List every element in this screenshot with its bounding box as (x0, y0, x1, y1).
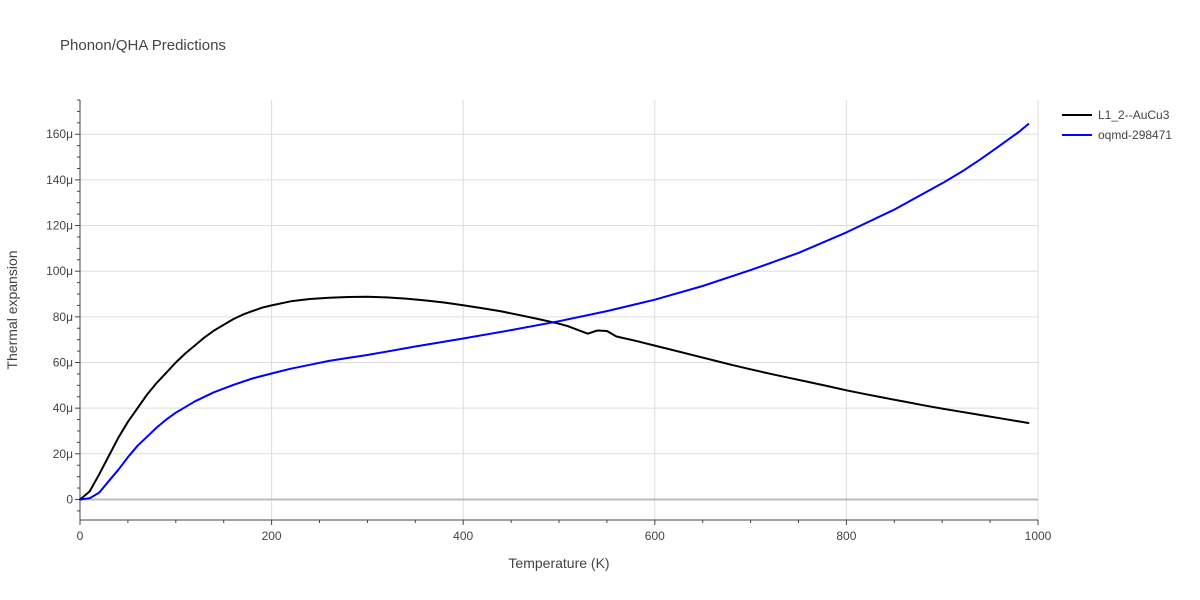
x-tick-label: 0 (77, 529, 84, 543)
tick-labels: 0 200 400 600 800 1000 0 20μ 40μ 60μ 80μ 100μ 120μ 14… (46, 127, 1052, 543)
series-line-0 (79, 295, 1030, 501)
y-tick-label: 60μ (53, 356, 73, 370)
grid (80, 100, 1039, 520)
series-line-1 (79, 123, 1030, 501)
x-tick-label: 600 (645, 529, 665, 543)
y-tick-label: 80μ (53, 310, 73, 324)
y-tick-label: 120μ (46, 219, 73, 233)
y-tick-label: 0 (66, 492, 73, 506)
axes (75, 99, 1039, 525)
legend-label: L1_2--AuCu3 (1098, 108, 1170, 122)
x-tick-label: 200 (262, 529, 282, 543)
x-axis-title: Temperature (K) (508, 555, 609, 571)
y-tick-label: 100μ (46, 264, 73, 278)
y-tick-label: 20μ (53, 447, 73, 461)
legend-item[interactable]: oqmd-298471 (1062, 128, 1172, 142)
y-tick-label: 160μ (46, 127, 73, 141)
chart-title: Phonon/QHA Predictions (60, 37, 226, 54)
x-tick-label: 800 (836, 529, 856, 543)
legend[interactable]: L1_2--AuCu3 oqmd-298471 (1062, 108, 1172, 142)
series-layer (79, 123, 1030, 501)
legend-item[interactable]: L1_2--AuCu3 (1062, 108, 1170, 122)
y-tick-label: 140μ (46, 173, 73, 187)
y-tick-label: 40μ (53, 401, 73, 415)
legend-label: oqmd-298471 (1098, 128, 1172, 142)
x-tick-label: 400 (453, 529, 473, 543)
y-axis-title: Thermal expansion (4, 250, 20, 369)
x-tick-label: 1000 (1025, 529, 1052, 543)
